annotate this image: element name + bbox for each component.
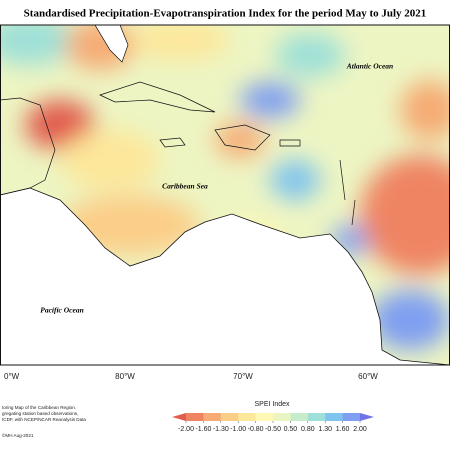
legend-swatch [325, 413, 343, 421]
coast-cuba [99, 81, 216, 113]
legend-swatch [273, 413, 291, 421]
legend-swatch [342, 413, 361, 421]
legend-swatch [307, 413, 326, 421]
spei-field [0, 25, 450, 365]
legend-tick-label: -2.00 [178, 426, 194, 433]
legend-tick-label: -1.30 [213, 426, 229, 433]
longitude-label: 60°W [358, 372, 378, 381]
legend-tick-label: -1.00 [230, 426, 246, 433]
legend-tick-label: -0.50 [265, 426, 281, 433]
legend-tick-label: 1.60 [336, 426, 350, 433]
coast-mexico [0, 97, 56, 196]
coast-jamaica [159, 137, 186, 148]
ocean-label: Pacific Ocean [40, 306, 84, 315]
footer-line: ICDF, with NCEP/NCAR Reanalysis Data [2, 417, 86, 422]
longitude-label: 0°W [4, 372, 20, 381]
title: Standardised Precipitation-Evapotranspir… [24, 8, 427, 20]
legend-tick-label: 0.50 [284, 426, 298, 433]
legend-swatch [290, 413, 309, 421]
ocean-label: Caribbean Sea [162, 182, 208, 191]
footer: toring Map of the Caribbean Region.grega… [2, 405, 86, 438]
legend-swatch [220, 413, 239, 421]
longitude-label: 80°W [115, 372, 135, 381]
land-florida [94, 25, 129, 63]
legend-swatch [186, 413, 204, 421]
footer-line: toring Map of the Caribbean Region. [2, 405, 76, 410]
legend-tick-label: -1.60 [195, 426, 211, 433]
legend-swatch [203, 413, 222, 421]
legend-tick-label: 1.30 [318, 426, 332, 433]
footer-line: gregating station based observations, [2, 411, 78, 416]
legend-title: SPEI Index [254, 401, 290, 408]
land-south [0, 187, 450, 365]
longitude-label: 70°W [233, 372, 253, 381]
legend-arrow [172, 413, 186, 421]
legend-swatch [255, 413, 274, 421]
ocean-label: Atlantic Ocean [346, 62, 393, 71]
legend-tick-label: 2.00 [353, 426, 367, 433]
legend-tick-label: -0.80 [248, 426, 264, 433]
footer-line: ©MH Aug-2021 [2, 432, 34, 438]
legend-tick-label: 0.80 [301, 426, 315, 433]
legend: -2.00 -1.60 -1.30 -1.00 -0.80 -0.50 0.50 0.80 1.… [172, 413, 374, 433]
coast-antilles [279, 139, 356, 226]
coast-hispaniola [214, 124, 271, 151]
legend-swatch [238, 413, 256, 421]
legend-arrow [360, 413, 374, 421]
longitude-labels: 0°W 80°W 70°W 60°W [4, 372, 378, 381]
anomaly-blobs [0, 25, 450, 350]
